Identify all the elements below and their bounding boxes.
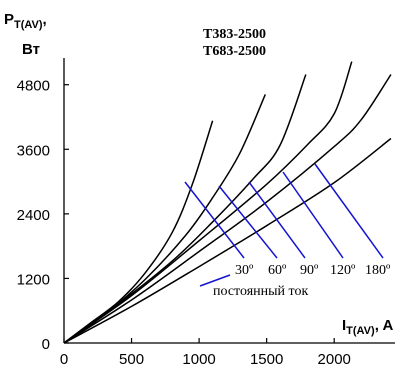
angle-label-120: 120º — [330, 263, 356, 278]
angle-label-180: 180º — [365, 263, 391, 278]
curve-series-1 — [63, 120, 214, 344]
curve-series-2 — [63, 94, 266, 344]
x-tick-label: 2000 — [318, 351, 351, 368]
y-axis-label-comma: , — [43, 11, 47, 28]
x-axis-label-main: I — [342, 317, 346, 334]
y-axis-label-sub: T(AV) — [14, 19, 43, 31]
y-axis-unit: Вт — [22, 41, 40, 58]
angle-label-30: 30º — [235, 263, 254, 278]
indicator-line-2 — [218, 185, 278, 259]
y-axis-label-main: P — [4, 11, 14, 28]
indicator-line-4 — [282, 171, 344, 259]
x-tick-label: 1000 — [182, 351, 215, 368]
y-tick-label: 1200 — [17, 271, 50, 288]
indicator-line-6 — [199, 274, 231, 287]
curve-series-6 — [63, 137, 392, 344]
curve-series-3 — [63, 74, 307, 344]
chart-title-line-2: T683-2500 — [203, 44, 266, 59]
x-tick-label: 500 — [119, 351, 144, 368]
chart-title-line-1: T383-2500 — [203, 27, 266, 42]
curve-series-5 — [63, 74, 392, 344]
y-tick-label: 3600 — [17, 142, 50, 159]
x-tick-label: 0 — [60, 351, 68, 368]
axes-layer: 0 500 1000 1500 2000 0 1200 2400 3600 4800 — [17, 58, 395, 368]
y-tick-label: 2400 — [17, 207, 50, 224]
x-axis-label: IT(AV), A — [342, 317, 393, 337]
x-axis-label-sub: T(AV) — [346, 325, 375, 337]
indicator-line-1 — [184, 181, 245, 259]
angle-label-90: 90º — [300, 263, 319, 278]
y-tick-label: 0 — [42, 336, 50, 353]
y-tick-label: 4800 — [17, 78, 50, 95]
x-axis-label-unit: , A — [375, 317, 394, 334]
curve-series-4 — [63, 61, 353, 344]
indicator-line-5 — [314, 163, 384, 259]
indicator-line-3 — [248, 181, 306, 259]
indicator-line-layer — [184, 163, 384, 287]
angle-label-60: 60º — [268, 263, 287, 278]
curve-layer — [63, 61, 392, 344]
y-axis-label: PT(AV), — [4, 11, 47, 31]
x-tick-label: 1500 — [250, 351, 283, 368]
dc-label: постоянный ток — [213, 284, 308, 299]
